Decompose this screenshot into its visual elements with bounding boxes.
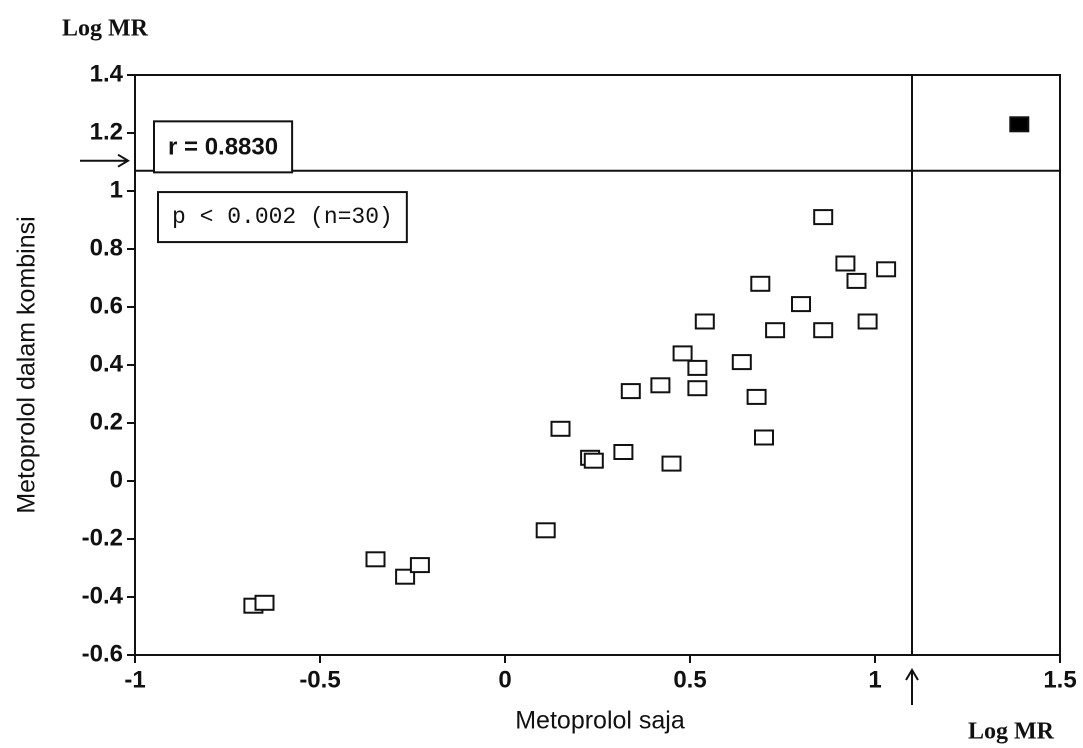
arrow	[906, 670, 918, 705]
y-tick-label: 0.2	[90, 408, 123, 435]
x-tick-label: -0.5	[299, 666, 340, 693]
y-tick-label: -0.6	[82, 640, 123, 667]
point	[859, 315, 877, 329]
x-tick-label: -1	[124, 666, 145, 693]
point	[367, 552, 385, 566]
point	[814, 210, 832, 224]
x-tick-label: 0	[498, 666, 511, 693]
y-tick-label: 1	[110, 176, 123, 203]
chart: Log MR Log MR Metoprolol saja Metoprolol…	[0, 0, 1083, 748]
point	[696, 315, 714, 329]
point	[792, 297, 810, 311]
y-unit-label: Log MR	[62, 16, 149, 42]
point	[733, 355, 751, 369]
point	[663, 457, 681, 471]
point	[537, 523, 555, 537]
y-tick-label: 0.8	[90, 234, 123, 261]
y-tick-label: -0.4	[82, 582, 124, 609]
point	[256, 596, 274, 610]
annotation: r = 0.8830	[168, 133, 278, 160]
point	[748, 390, 766, 404]
x-tick-label: 1	[868, 666, 881, 693]
point	[614, 445, 632, 459]
x-tick-label: 1.5	[1043, 666, 1076, 693]
x-unit-label: Log MR	[968, 719, 1055, 745]
point	[755, 431, 773, 445]
point	[814, 323, 832, 337]
point	[848, 274, 866, 288]
y-tick-label: 1.4	[90, 60, 124, 87]
point	[622, 384, 640, 398]
point	[766, 323, 784, 337]
point	[585, 454, 603, 468]
x-axis-title: Metoprolol saja	[515, 707, 685, 735]
x-tick-label: 0.5	[673, 666, 706, 693]
annotation: p < 0.002 (n=30)	[172, 204, 393, 230]
point	[836, 257, 854, 271]
y-axis-title: Metoprolol dalam kombinsi	[13, 216, 41, 513]
y-tick-label: 1.2	[90, 118, 123, 145]
y-tick-label: -0.2	[82, 524, 123, 551]
y-tick-label: 0.4	[90, 350, 124, 377]
point	[651, 378, 669, 392]
point	[688, 361, 706, 375]
point	[411, 558, 429, 572]
point	[751, 277, 769, 291]
point	[1010, 117, 1028, 131]
y-tick-label: 0	[110, 466, 123, 493]
point	[552, 422, 570, 436]
point	[877, 262, 895, 276]
point	[688, 381, 706, 395]
arrow	[80, 155, 128, 167]
point	[674, 346, 692, 360]
y-tick-label: 0.6	[90, 292, 123, 319]
